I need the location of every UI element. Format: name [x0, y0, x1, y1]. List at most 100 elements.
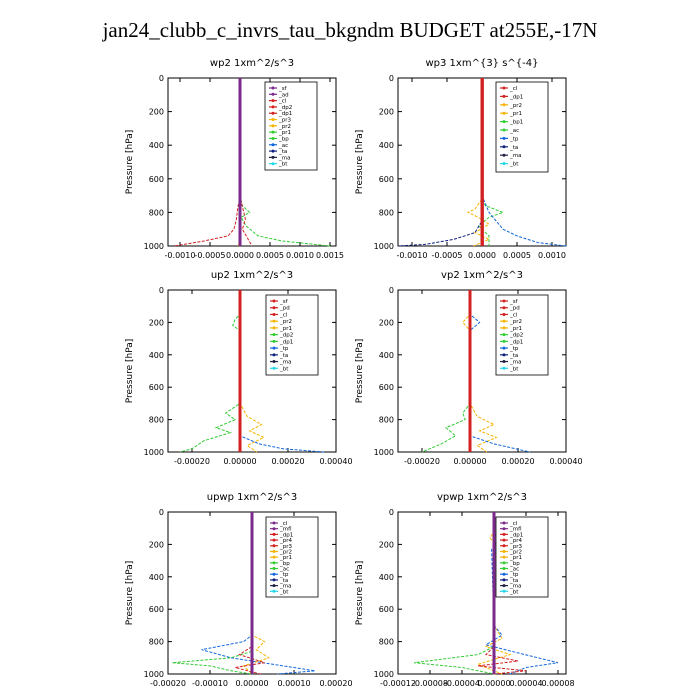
legend-label: _cl: [279, 312, 288, 318]
legend-marker: [271, 143, 275, 147]
y-tick-label: 400: [379, 141, 394, 150]
legend-label: _cl: [509, 521, 518, 527]
legend-label: _cl: [509, 86, 518, 92]
y-tick-label: 600: [149, 383, 164, 392]
legend-marker: [271, 124, 275, 128]
legend-label: _pr3: [278, 118, 292, 124]
legend-label: _bt: [509, 366, 519, 372]
legend-marker: [272, 319, 276, 323]
legend-label: _sf: [279, 299, 289, 305]
legend-label: _dp1: [278, 111, 292, 117]
series-line-3: [421, 290, 471, 453]
legend-marker: [502, 532, 506, 536]
y-tick-label: 0: [159, 286, 164, 295]
series-line-4: [397, 78, 483, 247]
plot-frame: [397, 289, 567, 453]
y-tick-label: 200: [379, 318, 394, 327]
legend-marker: [272, 527, 276, 531]
y-tick-label: 800: [379, 416, 394, 425]
legend-label: _pr3: [509, 544, 523, 550]
legend-marker: [502, 527, 506, 531]
x-tick-label: 0.00020: [319, 679, 352, 688]
y-tick-label: 0: [389, 74, 394, 83]
legend-label: _pr2: [509, 319, 522, 325]
legend-marker: [272, 312, 276, 316]
x-tick-label: -0.00020: [150, 679, 186, 688]
legend-label: _pr1: [278, 130, 291, 136]
legend-label: _ta: [279, 578, 288, 584]
legend-label: _ma: [509, 584, 521, 590]
legend-label: _tp: [509, 572, 519, 578]
legend-marker: [272, 532, 276, 536]
legend-marker: [502, 153, 506, 157]
y-tick-label: 400: [149, 573, 164, 582]
x-tick-label: 0.0010: [286, 251, 314, 260]
legend-marker: [502, 584, 506, 588]
legend-label: _dp1: [509, 532, 523, 538]
series-line-1: [466, 78, 491, 247]
legend-marker: [271, 155, 275, 159]
legend-marker: [502, 572, 506, 576]
x-tick-label: -0.00020: [174, 457, 210, 466]
legend-label: _sf: [509, 299, 519, 305]
chart-title: up2 1xm^2/s^3: [211, 270, 293, 281]
legend-label: _ac: [279, 567, 289, 573]
legend-label: _mfl: [509, 527, 522, 533]
legend-label: _ac: [278, 143, 288, 149]
legend-label: _ad: [278, 92, 289, 98]
legend-label: _dp1: [509, 339, 523, 345]
legend-marker: [502, 561, 506, 565]
legend-label: _bt: [509, 162, 519, 168]
x-tick-label: 0.00000: [223, 457, 256, 466]
legend-marker: [272, 555, 276, 559]
legend-marker: [271, 111, 275, 115]
legend-marker: [272, 306, 276, 310]
legend-marker: [271, 162, 275, 166]
legend-label: _ma: [278, 155, 290, 161]
legend-label: _pr2: [279, 319, 292, 325]
legend-label: _mfl: [279, 527, 292, 533]
legend-label: _pr1: [509, 555, 522, 561]
y-tick-label: 1000: [144, 242, 164, 251]
legend-marker: [502, 326, 506, 330]
legend-label: _pr1: [279, 555, 292, 561]
legend-label: _ma: [509, 153, 521, 159]
y-tick-label: 400: [149, 141, 164, 150]
legend-label: _dp2: [278, 105, 292, 111]
legend-marker: [502, 306, 506, 310]
x-tick-label: 0.0005: [503, 251, 531, 260]
legend-label: _ta: [509, 578, 518, 584]
y-tick-label: 600: [379, 383, 394, 392]
series-line-4: [477, 512, 527, 675]
chart-panel-6: vpwp 1xm^2/s^3 Pressure [hPa] 0 200 400 600 80…: [355, 492, 575, 688]
x-tick-label: 0.00040: [549, 457, 582, 466]
legend-marker: [272, 366, 276, 370]
chart-panel-2: wp3 1xm^{3} s^{-4} Pressure [hPa] 0 200 400 6…: [355, 58, 567, 260]
main-title: jan24_clubb_c_invrs_tau_bkgndm BUDGET at…: [102, 18, 598, 42]
legend-marker: [272, 567, 276, 571]
y-tick-label: 400: [379, 351, 394, 360]
legend-marker: [502, 589, 506, 593]
x-tick-label: -0.0010: [165, 251, 196, 260]
y-tick-label: 1000: [144, 670, 164, 679]
series-line-3: [239, 78, 253, 247]
legend-marker: [502, 299, 506, 303]
y-tick-label: 600: [379, 175, 394, 184]
legend-marker: [502, 544, 506, 548]
legend-marker: [272, 572, 276, 576]
legend-label: _pr1: [509, 111, 522, 117]
y-tick-label: 200: [149, 540, 164, 549]
series-line-1: [239, 78, 331, 247]
y-axis-label: Pressure [hPa]: [125, 561, 135, 626]
legend-marker: [502, 312, 506, 316]
y-tick-label: 1000: [374, 670, 394, 679]
x-tick-label: 0.0000: [468, 251, 496, 260]
legend-marker: [502, 549, 506, 553]
x-tick-label: -0.0010: [397, 251, 428, 260]
legend-label: _pr4: [509, 538, 523, 544]
y-axis-label: Pressure [hPa]: [355, 130, 365, 195]
y-tick-label: 800: [379, 638, 394, 647]
legend-label: _pr2: [278, 124, 291, 130]
legend-marker: [502, 353, 506, 357]
legend-label: _ma: [509, 360, 521, 366]
